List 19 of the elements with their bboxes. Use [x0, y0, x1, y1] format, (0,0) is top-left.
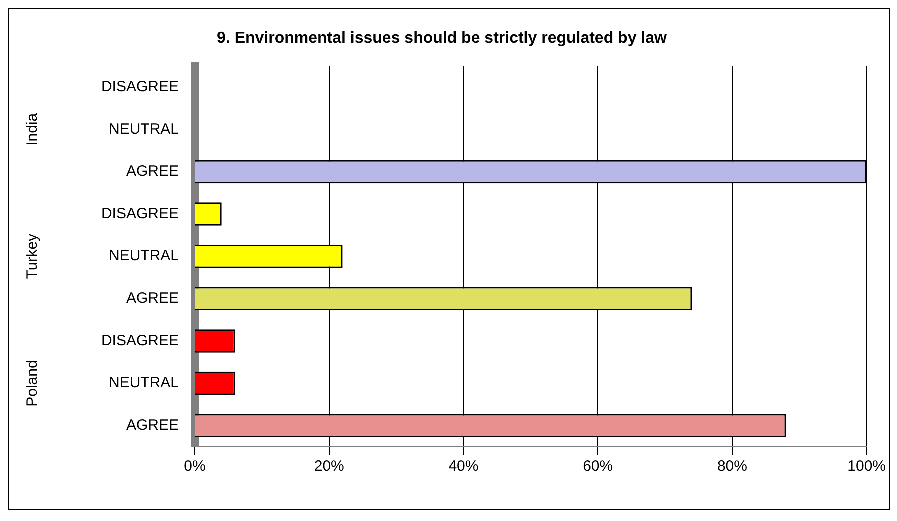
text: Turkey: [24, 233, 42, 280]
x-tick-label: 40%: [448, 458, 479, 476]
y-tick-label: DISAGREE: [101, 332, 179, 350]
y-tick-label: AGREE: [126, 163, 179, 180]
y-tick-label: AGREE: [126, 290, 179, 308]
x-tick-label: 0%: [184, 458, 206, 476]
text: Poland: [24, 360, 42, 407]
x-tick-label: 80%: [717, 458, 748, 476]
y-tick-label: NEUTRAL: [108, 374, 179, 392]
chart-title: 9. Environmental issues should be strictly regulated by law: [217, 30, 668, 48]
text: India: [24, 112, 42, 146]
y-tick-label: DISAGREE: [101, 205, 179, 222]
y-tick-label: DISAGREE: [101, 78, 179, 96]
y-tick-label: NEUTRAL: [108, 120, 179, 138]
x-tick-label: 100%: [848, 458, 886, 476]
y-tick-label: NEUTRAL: [108, 248, 179, 265]
x-tick-label: 60%: [583, 458, 614, 476]
x-tick-label: 20%: [314, 458, 344, 476]
y-tick-label: AGREE: [126, 416, 179, 434]
